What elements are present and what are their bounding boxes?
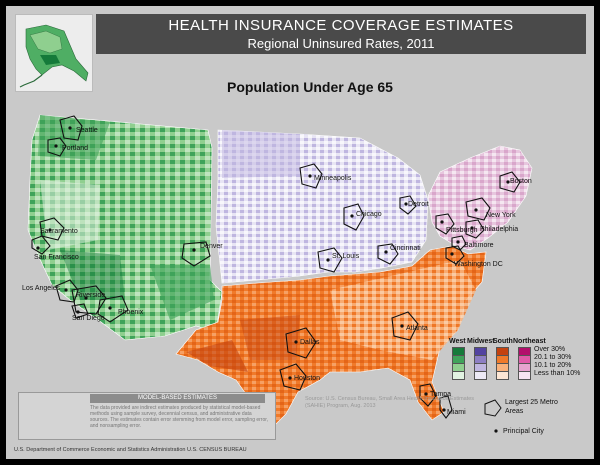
legend-header-midwest: Midwest [467, 338, 495, 345]
city-label: Detroit [408, 201, 429, 208]
city-label: Philadelphia [480, 226, 518, 233]
legend-label-over30: Over 30% [534, 346, 566, 353]
city-label: Riverside [76, 292, 105, 299]
city-label: Boston [510, 178, 532, 185]
city-label: St. Louis [332, 253, 360, 260]
legend-swatch-northeast-3 [518, 371, 531, 380]
city-label: Washington DC [454, 261, 503, 268]
city-label: Minneapolis [314, 175, 352, 182]
alaska-map [19, 24, 89, 88]
city-label: Houston [294, 375, 320, 382]
legend-header-west: West [449, 338, 466, 345]
city-label: Los Angeles [22, 285, 61, 292]
legend-swatch-south-3 [496, 371, 509, 380]
city-label: Denver [200, 243, 223, 250]
title-bar: HEALTH INSURANCE COVERAGE ESTIMATES Regi… [96, 14, 586, 54]
city-label: San Diego [72, 315, 105, 322]
city-label: Pittsburgh [446, 227, 478, 234]
footer-credits: U.S. Department of Commerce Economic and… [14, 447, 247, 453]
principal-city-dots [36, 126, 510, 412]
legend-header-northeast: Northeast [513, 338, 546, 345]
alaska-inset [15, 14, 93, 92]
note-text: The data provided are indirect estimates… [90, 405, 269, 429]
note-header: MODEL-BASED ESTIMATES [90, 394, 265, 403]
city-label: Phoenix [118, 309, 144, 316]
subtitle: Regional Uninsured Rates, 2011 [247, 36, 435, 51]
metro-outlines [31, 115, 521, 419]
metro-legend-symbol [484, 399, 502, 417]
legend-label-20to30: 20.1 to 30% [534, 354, 572, 361]
source-note: Source: U.S. Census Bureau, Small Area H… [305, 396, 475, 409]
legend-header-south: South [493, 338, 513, 345]
population-title: Population Under Age 65 [227, 79, 393, 95]
city-label: Chicago [356, 211, 382, 218]
main-title: HEALTH INSURANCE COVERAGE ESTIMATES [168, 17, 514, 34]
principal-city-legend-label: Principal City [503, 428, 544, 435]
city-label: San Francisco [34, 254, 79, 261]
principal-city-legend-dot [494, 429, 498, 433]
city-labels: Seattle Portland Sacramento San Francisc… [22, 127, 532, 416]
city-label: Portland [62, 145, 88, 152]
legend-swatch-midwest-3 [474, 371, 487, 380]
legend-label-10to20: 10.1 to 20% [534, 362, 572, 369]
city-label: Atlanta [406, 325, 428, 332]
city-label: New York [486, 212, 516, 219]
city-label: Tampa [430, 391, 451, 398]
city-label: Baltimore [464, 242, 494, 249]
city-label: Dallas [300, 339, 320, 346]
city-label: Seattle [76, 127, 98, 134]
city-label: Cincinnati [390, 245, 421, 252]
legend-label-under10: Less than 10% [534, 370, 581, 377]
legend-swatch-west-3 [452, 371, 465, 380]
city-label: Sacramento [40, 228, 78, 235]
metro-legend-label: Largest 25 Metro Areas [505, 399, 558, 415]
city-label: Miami [447, 409, 466, 416]
